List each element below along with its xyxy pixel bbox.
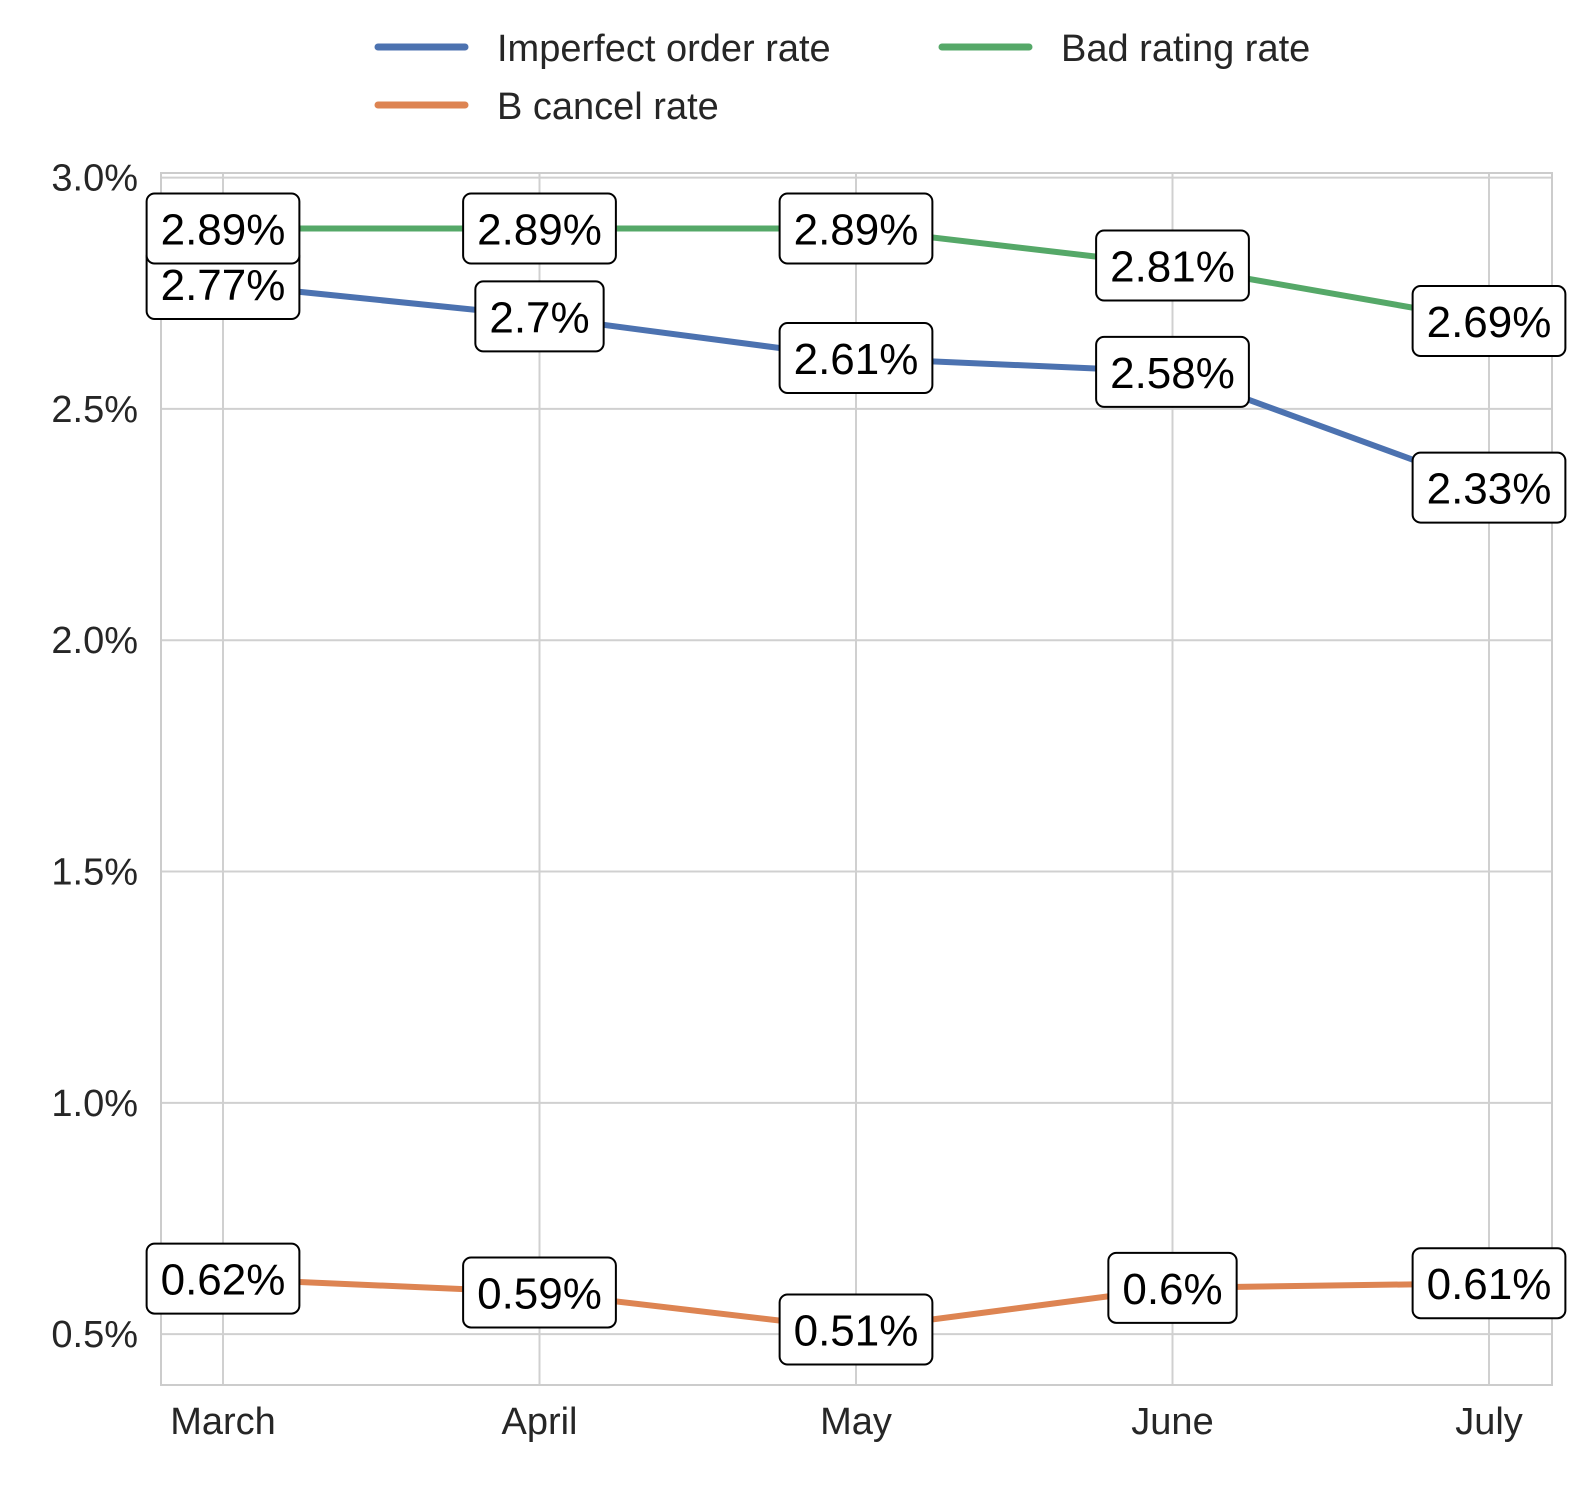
legend: Imperfect order rate B cancel rate Bad rat… — [378, 28, 1310, 128]
data-label: 0.62% — [147, 1244, 300, 1314]
data-label: 2.89% — [780, 194, 933, 264]
data-label-text: 2.89% — [477, 206, 602, 255]
data-label: 2.89% — [463, 194, 616, 264]
x-tick-label: May — [820, 1401, 892, 1443]
legend-label: B cancel rate — [497, 86, 719, 128]
x-tick-label: June — [1131, 1401, 1213, 1443]
data-label-text: 0.6% — [1122, 1265, 1222, 1314]
data-label-text: 2.58% — [1110, 349, 1235, 398]
x-tick-label: March — [170, 1401, 276, 1443]
data-label: 0.59% — [463, 1257, 616, 1327]
y-tick-label: 1.5% — [51, 852, 138, 894]
x-axis-ticks: March April May June July — [170, 1401, 1523, 1443]
data-label: 0.61% — [1413, 1248, 1566, 1318]
legend-label: Imperfect order rate — [497, 28, 831, 70]
data-label-text: 2.89% — [161, 206, 286, 255]
data-label-text: 2.89% — [794, 206, 919, 255]
data-label: 2.61% — [780, 323, 933, 393]
data-label-text: 2.77% — [161, 261, 286, 310]
data-label: 2.33% — [1413, 453, 1566, 523]
legend-item: B cancel rate — [378, 86, 719, 128]
data-label-text: 2.69% — [1427, 298, 1552, 347]
data-label: 0.6% — [1108, 1253, 1236, 1323]
data-label-text: 2.61% — [794, 335, 919, 384]
data-label: 2.81% — [1096, 231, 1249, 301]
x-tick-label: July — [1455, 1401, 1523, 1443]
y-tick-label: 2.5% — [51, 389, 138, 431]
data-label-text: 0.59% — [477, 1269, 602, 1318]
y-axis-ticks: 0.5% 1.0% 1.5% 2.0% 2.5% 3.0% — [51, 158, 138, 1356]
data-label-text: 2.7% — [489, 293, 589, 342]
data-label: 2.89% — [147, 194, 300, 264]
data-label-text: 0.51% — [794, 1306, 919, 1355]
y-tick-label: 0.5% — [51, 1314, 138, 1356]
data-label-text: 2.33% — [1427, 465, 1552, 514]
legend-label: Bad rating rate — [1061, 28, 1310, 70]
data-label-text: 2.81% — [1110, 243, 1235, 292]
legend-item: Imperfect order rate — [378, 28, 831, 70]
y-tick-label: 1.0% — [51, 1083, 138, 1125]
y-tick-label: 2.0% — [51, 620, 138, 662]
data-label-text: 0.62% — [161, 1256, 286, 1305]
data-label: 2.69% — [1413, 286, 1566, 356]
data-label: 2.7% — [475, 281, 603, 351]
x-tick-label: April — [501, 1401, 577, 1443]
data-label-text: 0.61% — [1427, 1260, 1552, 1309]
y-tick-label: 3.0% — [51, 158, 138, 200]
legend-item: Bad rating rate — [942, 28, 1310, 70]
data-label: 0.51% — [780, 1294, 933, 1364]
data-label: 2.58% — [1096, 337, 1249, 407]
